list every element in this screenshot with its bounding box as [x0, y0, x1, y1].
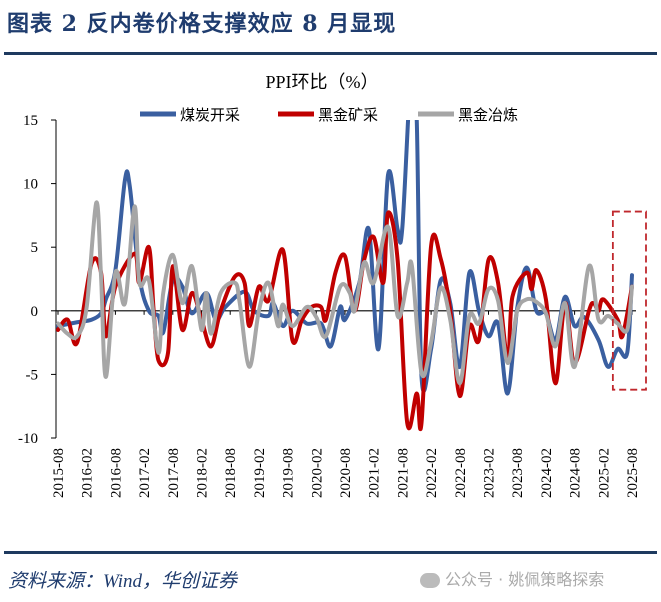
x-tick-label: 2023-08 [510, 448, 526, 498]
x-tick-label: 2020-02 [309, 448, 325, 498]
x-tick-label: 2015-08 [51, 448, 67, 498]
x-tick-label: 2020-08 [338, 448, 354, 498]
top-divider [4, 52, 657, 55]
x-tick-label: 2022-02 [424, 448, 440, 498]
watermark: 公众号 · 姚佩策略探索 [420, 566, 604, 590]
x-tick-label: 2019-02 [252, 448, 268, 498]
series-line-3 [56, 200, 634, 386]
axes: -10 -5 0 5 10 15 2015-08 2016-02 2016-08 2017-02 2… [18, 113, 641, 498]
wechat-icon [420, 573, 440, 588]
x-tick-label: 2024-02 [539, 448, 555, 498]
bottom-divider [4, 551, 657, 554]
x-tick-label: 2025-02 [596, 448, 612, 498]
x-tick-label: 2016-08 [108, 448, 124, 498]
x-tick-label: 2024-08 [568, 448, 584, 498]
legend: 煤炭开采 黑金矿采 黑金冶炼 [140, 106, 518, 124]
highlight-box [611, 210, 647, 391]
x-tick-label: 2021-08 [395, 448, 411, 498]
x-tick-label: 2023-02 [482, 448, 498, 498]
x-tick-label: 2017-08 [166, 448, 182, 498]
y-tick-label: 10 [23, 177, 38, 193]
series-line-2 [56, 210, 634, 431]
y-tick-label: 15 [23, 113, 38, 129]
highlight-layer [611, 210, 647, 391]
x-tick-label: 2019-08 [281, 448, 297, 498]
x-tick-label: 2025-08 [625, 448, 641, 498]
series-layer [56, 120, 634, 431]
y-tick-label: 5 [31, 240, 39, 256]
x-tick-label: 2016-02 [80, 448, 96, 498]
y-tick-label: -5 [26, 367, 39, 383]
y-tick-label: 0 [31, 304, 39, 320]
legend-label: 黑金冶炼 [458, 106, 518, 124]
legend-label: 黑金矿采 [318, 106, 378, 124]
x-tick-label: 2018-02 [195, 448, 211, 498]
x-tick-label: 2018-08 [223, 448, 239, 498]
figure-title: 图表 2 反内卷价格支撑效应 8 月显现 [7, 11, 397, 37]
watermark-text: 公众号 · 姚佩策略探索 [445, 570, 605, 589]
series-line-1 [56, 120, 634, 396]
legend-label: 煤炭开采 [180, 106, 240, 124]
x-tick-label: 2022-08 [453, 448, 469, 498]
source-note: 资料来源：Wind，华创证券 [8, 571, 238, 592]
y-tick-label: -10 [18, 431, 38, 447]
x-tick-label: 2017-02 [137, 448, 153, 498]
x-tick-label: 2021-02 [367, 448, 383, 498]
chart-title: PPI环比（%） [265, 72, 378, 92]
